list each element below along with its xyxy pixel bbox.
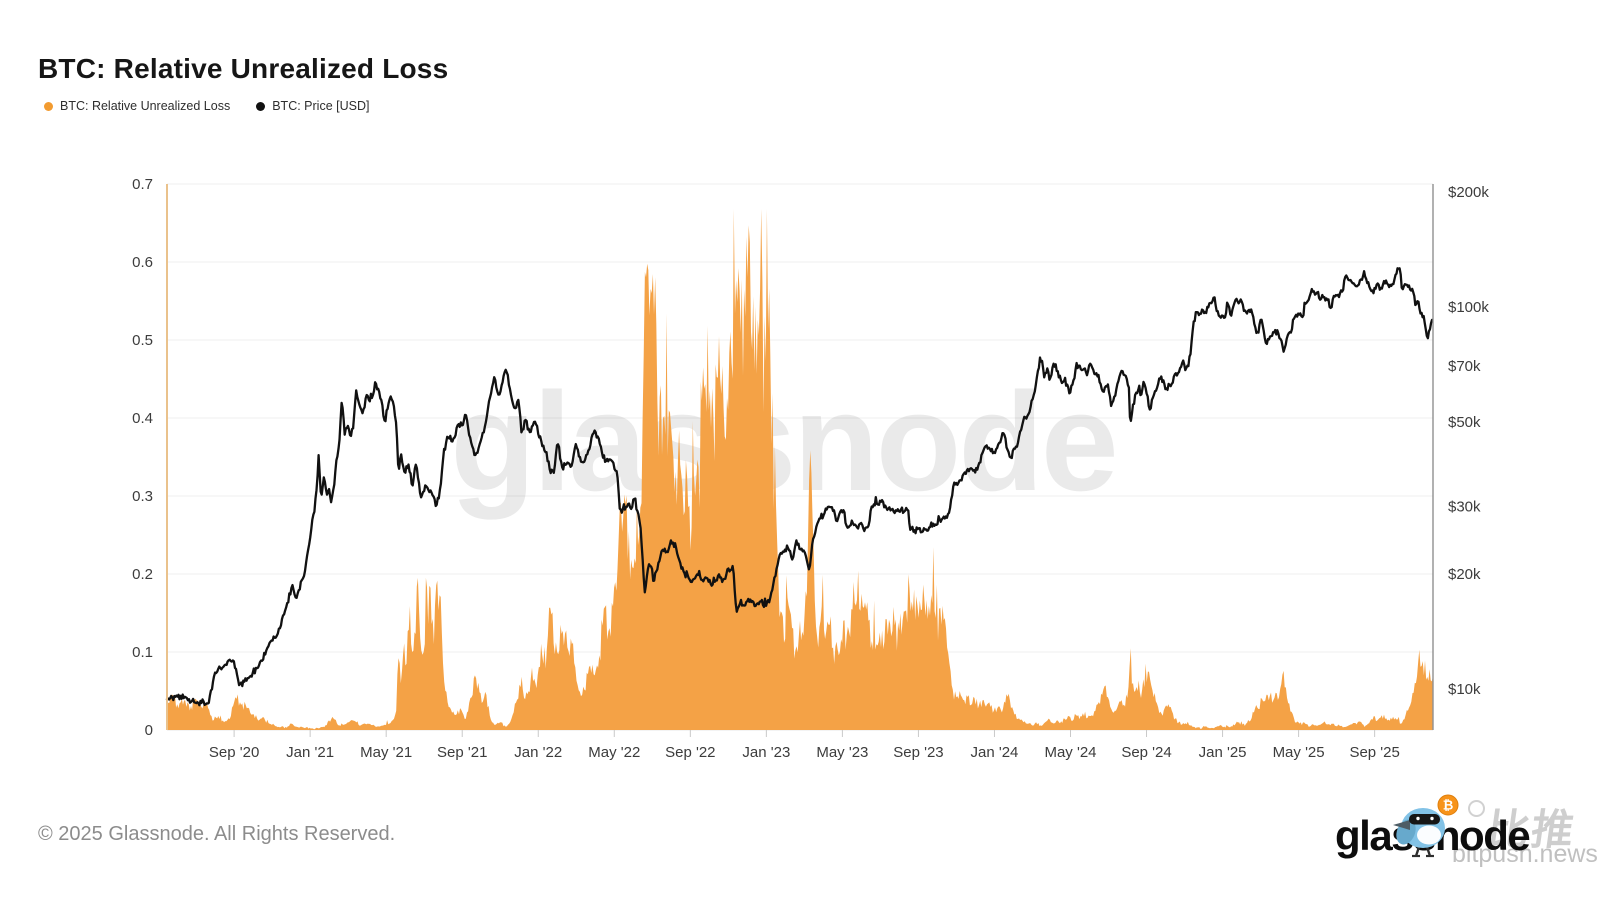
left-axis-tick-label: 0.1 xyxy=(132,644,153,661)
copyright-text: © 2025 Glassnode. All Rights Reserved. xyxy=(38,823,396,845)
left-axis-labels: 0 0.1 0.2 0.3 0.4 0.5 0.6 0.7 xyxy=(132,176,153,739)
legend-dot-rul-icon xyxy=(44,101,53,111)
glassnode-bird-logo-icon: ₿ xyxy=(1393,794,1459,858)
x-axis-labels: Sep '20 Jan '21 May '21 Sep '21 Jan '22 May '… xyxy=(209,730,1400,761)
left-axis-tick-label: 0.4 xyxy=(132,410,153,427)
x-axis-tick-label: Jan '23 xyxy=(742,744,790,761)
x-axis-tick-label: Sep '21 xyxy=(437,744,487,761)
left-axis-tick-label: 0.7 xyxy=(132,176,153,193)
x-axis-tick-label: Sep '23 xyxy=(893,744,943,761)
right-axis-tick-label: $50k xyxy=(1448,414,1481,431)
left-axis-tick-label: 0.3 xyxy=(132,488,153,505)
right-axis-tick-label: $100k xyxy=(1448,299,1489,316)
left-axis-tick-label: 0.2 xyxy=(132,566,153,583)
legend-item-price[interactable]: BTC: Price [USD] xyxy=(256,99,369,113)
right-axis-tick-label: $200k xyxy=(1448,184,1489,201)
legend-dot-price-icon xyxy=(256,101,266,111)
right-axis-tick-label: $70k xyxy=(1448,358,1481,375)
legend-item-relative-unrealized-loss[interactable]: BTC: Relative Unrealized Loss xyxy=(44,99,230,113)
bitpush-badge-icon xyxy=(1468,800,1485,817)
x-axis-tick-label: May '25 xyxy=(1273,744,1325,761)
right-axis-labels: $200k $100k $70k $50k $30k $20k $10k xyxy=(1448,184,1489,698)
brand-area: 比推 bitpush.news glassnode ₿ xyxy=(1320,790,1598,885)
x-axis-tick-label: May '24 xyxy=(1044,744,1096,761)
x-axis-tick-label: Jan '24 xyxy=(971,744,1019,761)
x-axis-tick-label: May '22 xyxy=(588,744,640,761)
left-axis-tick-label: 0.5 xyxy=(132,332,153,349)
legend-label-rul: BTC: Relative Unrealized Loss xyxy=(60,99,231,113)
svg-text:₿: ₿ xyxy=(1443,798,1454,813)
x-axis-tick-label: Jan '21 xyxy=(286,744,334,761)
bitpush-site-text: bitpush.news xyxy=(1452,840,1598,868)
x-axis-tick-label: May '23 xyxy=(816,744,868,761)
price-line-series xyxy=(165,267,1434,707)
x-axis-tick-label: Sep '20 xyxy=(209,744,259,761)
x-axis-tick-label: Jan '22 xyxy=(514,744,562,761)
x-axis-tick-label: Sep '24 xyxy=(1121,744,1171,761)
glassnode-watermark-text: glassnode xyxy=(450,363,1115,520)
legend-label-price: BTC: Price [USD] xyxy=(272,99,370,113)
right-axis-tick-label: $20k xyxy=(1448,566,1481,583)
gridlines xyxy=(167,183,1433,731)
left-axis-tick-label: 0.6 xyxy=(132,254,153,271)
right-axis-tick-label: $10k xyxy=(1448,681,1481,698)
x-axis-tick-label: Sep '22 xyxy=(665,744,715,761)
page-title: BTC: Relative Unrealized Loss xyxy=(38,52,449,84)
x-axis-tick-label: May '21 xyxy=(360,744,412,761)
rul-area-series xyxy=(167,209,1433,730)
chart-canvas[interactable]: glassnode 0 0.1 0.2 0.3 0.4 0.5 0.6 0.7 $200k $100… xyxy=(0,0,1600,790)
x-axis-tick-label: Jan '25 xyxy=(1199,744,1247,761)
x-axis-tick-label: Sep '25 xyxy=(1349,744,1399,761)
chart-legend: BTC: Relative Unrealized Loss BTC: Price… xyxy=(44,99,369,113)
left-axis-tick-label: 0 xyxy=(145,722,153,739)
right-axis-tick-label: $30k xyxy=(1448,499,1481,516)
